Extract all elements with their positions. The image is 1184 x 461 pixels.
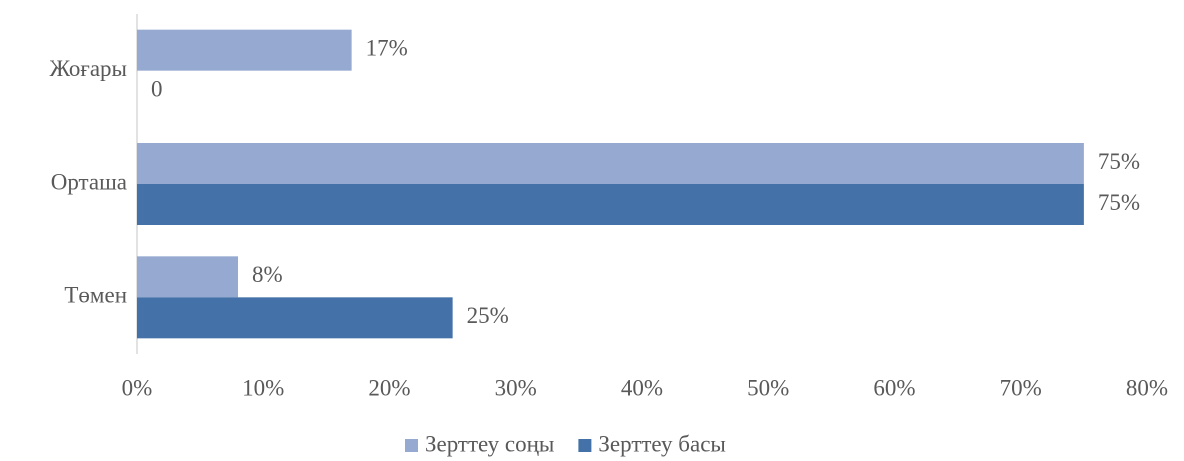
bar [137,184,1084,225]
bar [137,29,352,71]
legend-label: Зерттеу басы [598,431,726,456]
value-label: 17% [366,35,408,60]
x-tick-label: 0% [122,375,153,400]
legend-swatch [405,439,418,452]
x-tick-label: 50% [747,375,789,400]
x-tick-label: 40% [621,375,663,400]
value-label: 75% [1098,190,1140,215]
legend-label: Зерттеу соңы [425,431,554,456]
y-tick-label: Төмен [64,283,127,308]
value-label: 25% [467,303,509,328]
x-tick-label: 60% [873,375,915,400]
legend-swatch [578,439,592,452]
value-label: 75% [1098,149,1140,174]
bar [137,297,453,339]
value-label: 8% [252,262,283,287]
value-label: 0 [151,76,163,101]
x-tick-label: 20% [368,375,410,400]
x-tick-label: 30% [495,375,537,400]
y-tick-label: Орташа [51,169,127,194]
bar [137,143,1084,184]
x-tick-label: 80% [1126,375,1168,400]
x-tick-label: 10% [242,375,284,400]
y-tick-label: Жоғары [49,56,127,81]
bar [137,256,238,298]
x-tick-label: 70% [1000,375,1042,400]
